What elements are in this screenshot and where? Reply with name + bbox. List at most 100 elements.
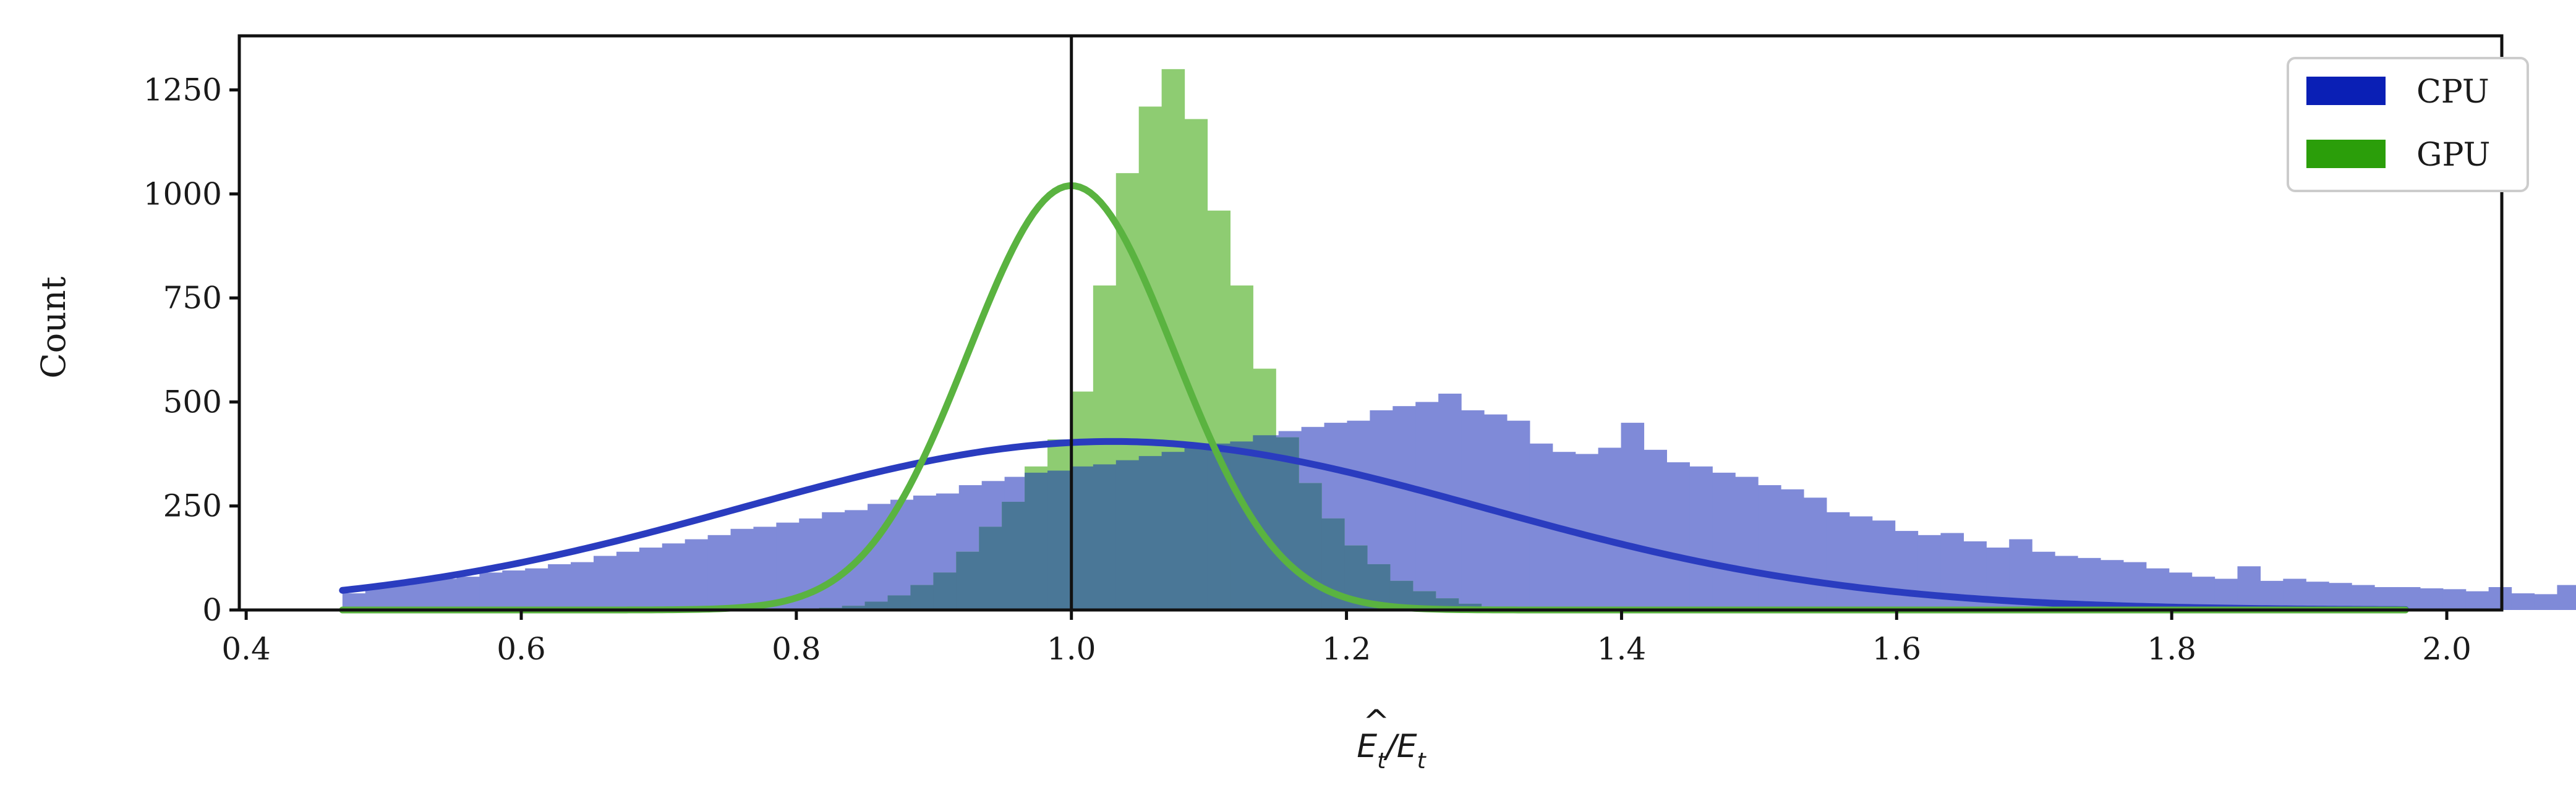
cpu-bar (639, 548, 663, 610)
overlap-bar (1093, 464, 1117, 610)
cpu-bar (1666, 462, 1690, 610)
cpu-bar (2146, 568, 2170, 610)
overlap-bar (887, 595, 911, 610)
cpu-bar (1712, 472, 1736, 610)
overlap-bar (1138, 455, 1162, 610)
cpu-bar (1781, 489, 1804, 610)
cpu-bar (525, 568, 548, 610)
legend: CPU GPU (2287, 57, 2529, 192)
x-tick-label: 1.8 (2147, 631, 2196, 667)
x-axis-label-text: Et/Et (1357, 728, 1427, 774)
overlap-bar (1002, 501, 1025, 610)
cpu-bar (1689, 466, 1713, 610)
x-tick-label: 2.0 (2422, 631, 2472, 667)
x-axis-label-hat: ^ (1363, 703, 1390, 740)
legend-swatch-cpu (2306, 77, 2386, 105)
cpu-bar (388, 585, 412, 610)
legend-swatch-gpu (2306, 140, 2386, 168)
cpu-bar (1598, 447, 1622, 610)
x-tick-label: 0.6 (497, 631, 546, 667)
x-axis-ticks: 0.4 0.6 0.8 1.0 1.2 1.4 1.6 1.8 2.0 (221, 610, 2472, 667)
cpu-bar (2557, 585, 2576, 610)
cpu-bar (1803, 498, 1827, 610)
x-tick-label: 1.0 (1047, 631, 1096, 667)
overlap-bar (933, 572, 957, 610)
plot-frame (237, 34, 2504, 612)
cpu-bar (662, 543, 686, 610)
cpu-bar (548, 564, 571, 610)
cpu-bar (616, 551, 640, 610)
cpu-bar (1895, 531, 1919, 610)
overlap-bar (1115, 460, 1140, 610)
cpu-bar (1415, 402, 1439, 610)
cpu-bar (2283, 578, 2306, 610)
x-tick-label: 0.8 (772, 631, 821, 667)
legend-label-cpu: CPU (2416, 74, 2489, 111)
overlap-bars (796, 435, 1550, 610)
overlap-bar (1184, 447, 1208, 610)
x-tick-label: 0.4 (221, 631, 271, 667)
cpu-bar (411, 580, 435, 610)
y-axis-label: Count (34, 276, 73, 378)
x-tick-label: 1.2 (1322, 631, 1371, 667)
cpu-bar (822, 512, 845, 610)
cpu-bar (433, 578, 458, 610)
x-tick-label: 1.6 (1872, 631, 1922, 667)
cpu-bar (2260, 580, 2284, 610)
cpu-bar (707, 535, 731, 610)
cpu-bar (2123, 562, 2147, 610)
y-tick-label: 1250 (143, 72, 222, 108)
cpu-bar (2534, 594, 2558, 610)
cpu-bar (2488, 586, 2512, 610)
cpu-bar (2352, 585, 2375, 610)
overlap-bar (1299, 483, 1322, 610)
cpu-bar (593, 556, 617, 610)
cpu-bar (2420, 588, 2444, 610)
overlap-bar (842, 606, 866, 610)
cpu-bar (1849, 516, 1873, 610)
cpu-bar (730, 528, 754, 610)
cpu-bar (2100, 560, 2124, 610)
overlap-bar (956, 551, 979, 610)
cpu-bar (479, 572, 503, 610)
cpu-bar (2397, 586, 2421, 610)
overlap-bar (864, 601, 889, 610)
cpu-bar (1644, 449, 1667, 610)
cpu-bar (571, 562, 594, 610)
overlap-bar (979, 527, 1002, 610)
cpu-bar (685, 539, 709, 610)
y-tick-label: 1000 (143, 176, 222, 212)
cpu-bar (1392, 406, 1416, 610)
overlap-bar (1070, 466, 1094, 610)
overlap-bar (910, 585, 934, 610)
legend-label-gpu: GPU (2416, 137, 2490, 174)
y-axis-ticks: 0 250 500 750 1000 1250 (143, 72, 239, 628)
cpu-bar (2511, 593, 2535, 610)
overlap-bar (1161, 452, 1185, 610)
cpu-bar (2306, 582, 2329, 610)
cpu-bar (365, 586, 389, 610)
y-tick-label: 500 (163, 384, 222, 420)
cpu-fit-curve (339, 438, 2409, 613)
overlap-bar (1047, 470, 1071, 610)
overlap-bar (1230, 441, 1253, 610)
x-axis-label: Et/Et ^ (1357, 703, 1427, 774)
cpu-bar (2329, 583, 2352, 610)
cpu-bar (1872, 520, 1896, 610)
cpu-bar (1621, 423, 1645, 610)
y-tick-label: 750 (163, 280, 222, 316)
cpu-bar (2465, 591, 2489, 610)
cpu-bar (1758, 485, 1781, 610)
overlap-bar (1025, 472, 1048, 610)
y-tick-label: 250 (163, 488, 222, 524)
cpu-bar (753, 527, 777, 610)
cpu-bar (2442, 589, 2467, 610)
cpu-bar (2237, 566, 2261, 610)
overlap-bar (1276, 437, 1299, 610)
cpu-bar (502, 570, 526, 610)
cpu-bar (1735, 476, 1759, 610)
y-tick-label: 0 (202, 592, 222, 628)
x-tick-label: 1.4 (1597, 631, 1647, 667)
